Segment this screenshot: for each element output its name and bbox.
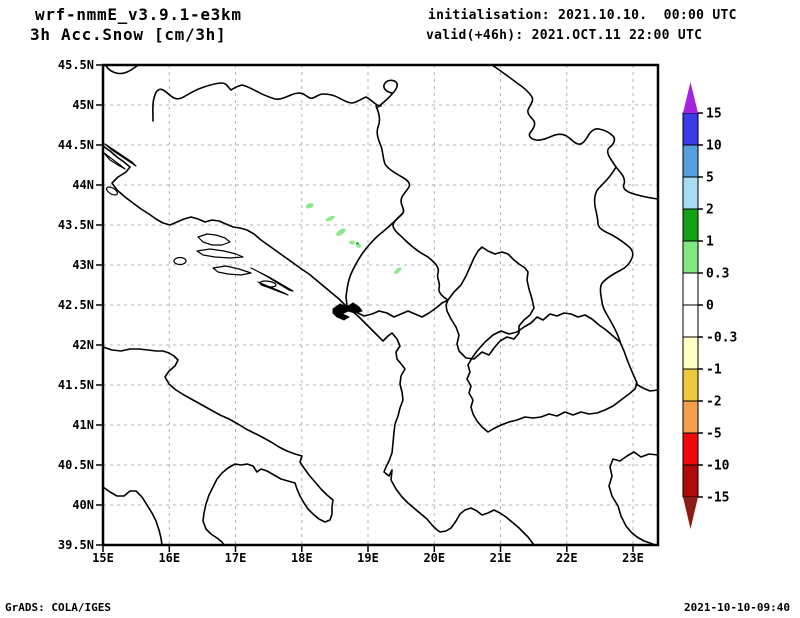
border-bosnia-montenegro [345, 212, 404, 307]
border-serbia-east [593, 166, 634, 342]
peninsula-peljesac [250, 267, 294, 292]
colorbar-segment [682, 336, 699, 370]
colorbar-tick-label: -15 [706, 491, 729, 506]
lat-label: 40N [72, 498, 94, 512]
coastline-adriatic-east [102, 145, 535, 546]
init-time-label: initialisation: 2021.10.10. 00:00 UTC [428, 8, 737, 23]
colorbar-tick-label: 15 [706, 107, 722, 122]
border-macedonia-east-link [635, 383, 659, 392]
island-zadar [105, 186, 119, 196]
colorbar-tick-label: -5 [706, 427, 722, 442]
lon-label: 21E [490, 551, 512, 565]
colorbar-segment [682, 240, 699, 274]
island-pag-channel [103, 152, 126, 170]
map-outlines [102, 64, 659, 546]
border-drina [375, 105, 429, 258]
colorbar-segment [682, 144, 699, 178]
colorbar-tick-label: 0 [706, 299, 714, 314]
lon-label: 16E [158, 551, 180, 565]
coastline-istria [105, 65, 138, 75]
colorbar-tick-label: 1 [706, 235, 714, 250]
island-brac [197, 233, 231, 246]
field-title: 3h Acc.Snow [cm/3h] [30, 25, 226, 44]
colorbar-tick-label: -2 [706, 395, 722, 410]
lon-label: 22E [556, 551, 578, 565]
lat-label: 40.5N [58, 458, 94, 472]
lon-label: 18E [291, 551, 313, 565]
lon-label: 15E [92, 551, 114, 565]
border-danube-upper [491, 64, 617, 168]
snow-area [394, 267, 402, 274]
border-kosovo [445, 246, 535, 360]
colorbar-segment [682, 432, 699, 466]
border-sava-north [152, 82, 382, 122]
colorbar-tick-label: 10 [706, 139, 722, 154]
snow-area [305, 203, 314, 209]
colorbar-segment [682, 176, 699, 210]
border-east-branch [615, 166, 659, 200]
border-montenegro-albania [346, 299, 449, 318]
colorbar-segment [682, 400, 699, 434]
colorbar-segment [682, 208, 699, 242]
coastline-italy [102, 346, 334, 546]
colorbar-segment [682, 304, 699, 338]
colorbar-tick-label: 0.3 [706, 267, 729, 282]
lat-label: 42.5N [58, 298, 94, 312]
colorbar-segment [682, 272, 699, 306]
snow-shading [305, 203, 402, 274]
lon-label: 17E [225, 551, 247, 565]
colorbar-segment [682, 112, 699, 146]
lake-skadar [332, 302, 363, 321]
lat-label: 45.5N [58, 58, 94, 72]
island-pag [104, 143, 137, 167]
snow-area [349, 240, 356, 245]
lat-label: 41.5N [58, 378, 94, 392]
border-macedonia [466, 312, 638, 433]
snow-area [325, 215, 335, 222]
island-korcula [212, 265, 252, 276]
island-vis [173, 256, 187, 266]
coastline-italy-toe [102, 486, 163, 546]
lat-label: 43.5N [58, 218, 94, 232]
lat-label: 44.5N [58, 138, 94, 152]
lat-label: 39.5N [58, 538, 94, 552]
lat-label: 45N [72, 98, 94, 112]
lon-label: 23E [622, 551, 644, 565]
lat-label: 42N [72, 338, 94, 352]
colorbar-segment [682, 464, 699, 498]
creation-timestamp: 2021-10-10-09:40 [684, 601, 790, 614]
island-hvar [196, 248, 244, 259]
valid-time-label: valid(+46h): 2021.OCT.11 22:00 UTC [426, 28, 702, 43]
latlon-grid [103, 65, 658, 545]
snow-area [336, 228, 346, 236]
axis-labels: 45.5N 45N 44.5N 44N 43.5N 43N 42.5N 42N 41.5N 41N… [58, 58, 644, 565]
lat-label: 44N [72, 178, 94, 192]
lat-label: 41N [72, 418, 94, 432]
colorbar-tick-label: -10 [706, 459, 730, 474]
colorbar-tick-label: -1 [706, 363, 722, 378]
lon-label: 20E [423, 551, 445, 565]
lon-label: 19E [357, 551, 379, 565]
border-sava-hook [377, 79, 399, 108]
border-greece [608, 451, 659, 546]
grads-credit: GrADS: COLA/IGES [5, 601, 111, 614]
model-title: wrf-nmmE_v3.9.1-e3km [35, 5, 242, 24]
colorbar-arrow-top [683, 82, 698, 113]
colorbar-tick-label: 5 [706, 171, 714, 186]
snow-area [356, 243, 362, 248]
colorbar-tick-label: 2 [706, 203, 714, 218]
colorbar-segment [682, 368, 699, 402]
island-mljet [257, 281, 289, 296]
snow-area [355, 242, 359, 245]
colorbar-arrow-bottom [683, 497, 698, 529]
colorbar-tick-label: -0.3 [706, 331, 737, 346]
lat-label: 43N [72, 258, 94, 272]
border-serbia-montenegro [427, 256, 449, 301]
colorbar: 15 10 5 2 1 0.3 0 -0.3 -1 -2 -5 -10 -15 [682, 82, 737, 529]
